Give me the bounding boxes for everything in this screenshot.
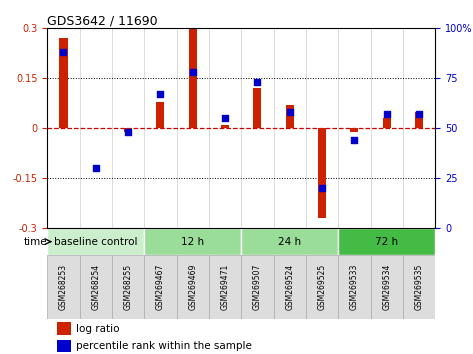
Bar <box>47 228 144 255</box>
Bar <box>383 118 391 128</box>
Bar <box>415 112 423 128</box>
Bar <box>338 255 370 319</box>
Text: 24 h: 24 h <box>278 236 301 247</box>
Text: time: time <box>24 236 47 247</box>
Bar <box>57 322 71 335</box>
Text: GSM268254: GSM268254 <box>91 264 100 310</box>
Point <box>92 166 100 171</box>
Point <box>124 130 132 135</box>
Text: GSM269524: GSM269524 <box>285 264 294 310</box>
Text: GSM269525: GSM269525 <box>317 264 326 310</box>
Bar <box>254 88 262 128</box>
Point <box>350 137 358 143</box>
Text: GSM269471: GSM269471 <box>220 264 229 310</box>
Text: GSM269507: GSM269507 <box>253 263 262 310</box>
Bar <box>241 255 273 319</box>
Bar <box>144 255 176 319</box>
Bar <box>273 255 306 319</box>
Text: GDS3642 / 11690: GDS3642 / 11690 <box>47 14 158 27</box>
Bar <box>370 255 403 319</box>
Point <box>157 91 164 97</box>
Bar <box>60 38 68 128</box>
Bar <box>403 255 435 319</box>
Bar <box>286 105 294 128</box>
Bar <box>189 28 197 128</box>
Bar <box>176 255 209 319</box>
Point <box>415 112 423 117</box>
Bar <box>306 255 338 319</box>
Text: 72 h: 72 h <box>375 236 398 247</box>
Bar <box>112 255 144 319</box>
Text: GSM269535: GSM269535 <box>414 263 423 310</box>
Bar <box>144 228 241 255</box>
Point <box>221 115 229 121</box>
Bar <box>350 128 359 132</box>
Text: baseline control: baseline control <box>54 236 138 247</box>
Point <box>318 185 326 191</box>
Text: GSM269533: GSM269533 <box>350 263 359 310</box>
Bar <box>79 255 112 319</box>
Point <box>254 80 261 85</box>
Bar <box>241 228 338 255</box>
Text: log ratio: log ratio <box>76 324 119 333</box>
Bar <box>221 125 229 128</box>
Text: GSM269534: GSM269534 <box>382 263 391 310</box>
Bar <box>209 255 241 319</box>
Bar <box>124 128 132 132</box>
Bar <box>338 228 435 255</box>
Point <box>60 50 67 55</box>
Point <box>189 69 197 75</box>
Text: GSM269467: GSM269467 <box>156 263 165 310</box>
Bar <box>157 102 165 128</box>
Bar <box>57 340 71 352</box>
Point <box>286 109 293 115</box>
Bar <box>47 255 79 319</box>
Text: 12 h: 12 h <box>181 236 204 247</box>
Bar <box>318 128 326 218</box>
Text: GSM268255: GSM268255 <box>123 264 132 310</box>
Text: percentile rank within the sample: percentile rank within the sample <box>76 341 252 351</box>
Text: GSM268253: GSM268253 <box>59 264 68 310</box>
Text: GSM269469: GSM269469 <box>188 263 197 310</box>
Point <box>383 112 391 117</box>
